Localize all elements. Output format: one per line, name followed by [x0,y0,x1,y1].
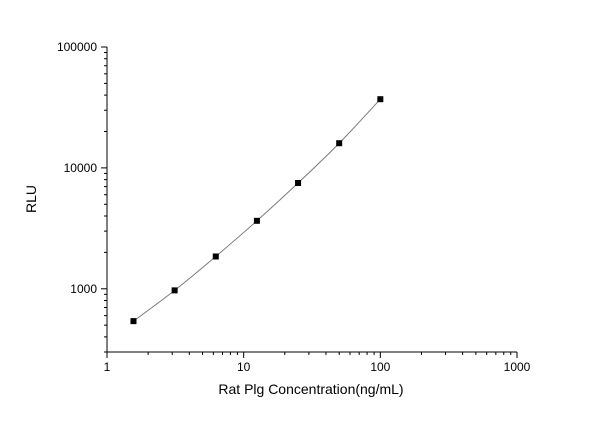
data-point [336,140,343,147]
x-axis-title: Rat Plg Concentration(ng/mL) [218,381,403,397]
x-tick-label: 100 [370,360,390,374]
x-tick-label: 1000 [504,360,531,374]
data-point [130,318,137,325]
data-point [377,96,384,103]
data-points [130,96,384,325]
data-point [171,287,178,294]
x-tick-label: 1 [104,360,111,374]
y-tick-label: 1000 [70,282,97,296]
y-tick-label: 10000 [64,161,98,175]
axes [106,47,517,353]
y-tick-label: 100000 [57,40,97,54]
data-point [295,179,302,186]
data-point [212,253,219,260]
x-tick-label: 10 [237,360,251,374]
ticks: 1 10 100 1000 1000 10000 100000 [57,40,531,374]
fit-curve [133,98,381,322]
y-axis-title: RLU [23,185,39,213]
data-point [253,217,260,224]
